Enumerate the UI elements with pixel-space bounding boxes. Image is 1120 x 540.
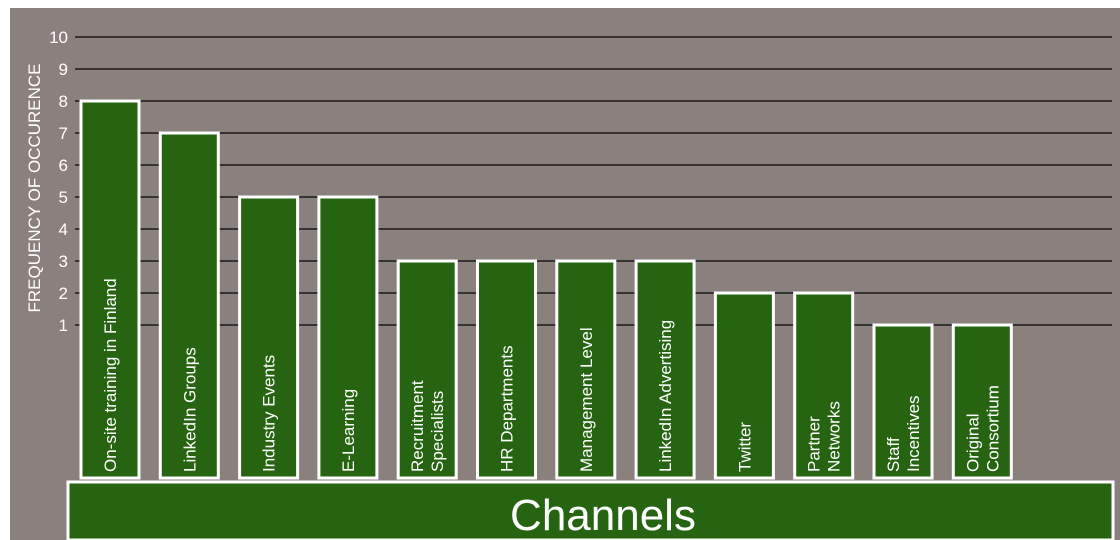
bar	[79, 99, 141, 480]
y-tick-label: 7	[59, 124, 68, 143]
y-tick-label: 10	[49, 28, 68, 47]
bar	[396, 259, 458, 480]
bar	[872, 323, 934, 480]
category-label: E-Learning	[339, 389, 358, 472]
category-labels: On-site training in Finland LinkedIn Grou…	[101, 278, 1002, 472]
category-label: Partner	[805, 416, 824, 472]
category-label: Staff	[884, 437, 903, 472]
category-label: Original	[963, 413, 982, 472]
category-label: Industry Events	[260, 355, 279, 472]
y-axis-ticks: 10 9 8 7 6 5 4 3 2 1	[49, 28, 68, 335]
category-label: LinkedIn Advertising	[656, 320, 675, 472]
y-tick-label: 9	[59, 60, 68, 79]
category-label: Networks	[825, 401, 844, 472]
category-label: On-site training in Finland	[101, 278, 120, 472]
category-label: Incentives	[904, 395, 923, 472]
bar	[555, 259, 617, 480]
category-label: Management Level	[577, 327, 596, 472]
category-label: Specialists	[428, 391, 447, 472]
y-tick-label: 2	[59, 284, 68, 303]
bar	[713, 291, 775, 480]
bar	[238, 195, 300, 480]
bar	[317, 195, 379, 480]
bar	[793, 291, 855, 480]
y-tick-label: 1	[59, 316, 68, 335]
bar	[476, 259, 537, 480]
x-axis-label: Channels	[510, 491, 696, 540]
category-label: LinkedIn Groups	[180, 347, 199, 472]
y-tick-label: 5	[59, 188, 68, 207]
y-tick-label: 4	[59, 220, 68, 239]
bar	[158, 131, 220, 480]
category-label: Twitter	[735, 422, 754, 472]
x-axis-label-box	[66, 480, 1115, 540]
y-tick-label: 6	[59, 156, 68, 175]
category-label: Recruitment	[408, 380, 427, 472]
y-axis-label: FREQUENCY OF OCCURENCE	[25, 63, 44, 312]
category-label: HR Departments	[498, 345, 517, 472]
bars	[79, 99, 1013, 480]
y-tick-label: 3	[59, 252, 68, 271]
bar	[634, 259, 696, 480]
bar	[951, 323, 1013, 480]
y-tick-label: 8	[59, 92, 68, 111]
category-label: Consortium	[983, 385, 1002, 472]
